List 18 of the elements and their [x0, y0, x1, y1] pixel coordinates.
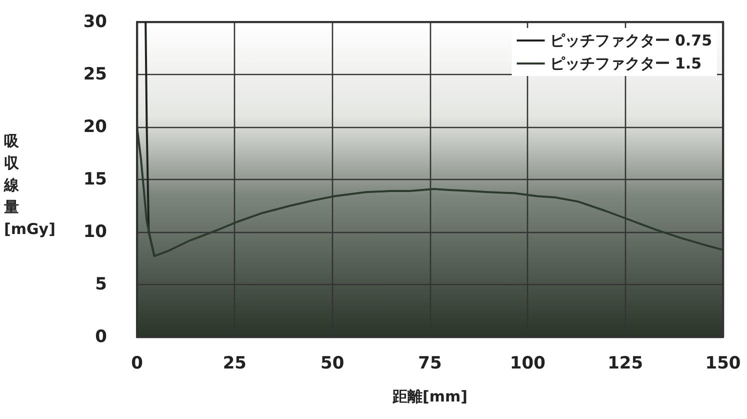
y-tick-label: 5 — [95, 274, 107, 294]
legend-label: ピッチファクター 1.5 — [550, 54, 702, 72]
y-tick-label: 25 — [83, 64, 107, 84]
y-axis-title: 吸収線量[mGy] — [3, 132, 56, 238]
y-tick-label: 0 — [95, 327, 108, 347]
x-tick-label: 0 — [131, 354, 144, 374]
y-tick-label: 10 — [83, 222, 108, 242]
x-tick-label: 75 — [418, 354, 442, 374]
x-tick-label: 150 — [705, 354, 741, 374]
y-tick-label: 20 — [83, 117, 108, 137]
x-axis-title: 距離[mm] — [392, 388, 468, 406]
y-tick-label: 15 — [83, 170, 107, 190]
x-tick-label: 25 — [222, 354, 247, 374]
x-tick-label: 100 — [510, 354, 546, 374]
x-tick-label: 50 — [320, 354, 344, 374]
y-tick-label: 30 — [83, 12, 108, 32]
x-tick-label: 125 — [608, 354, 644, 374]
legend-label: ピッチファクター 0.75 — [550, 32, 712, 50]
